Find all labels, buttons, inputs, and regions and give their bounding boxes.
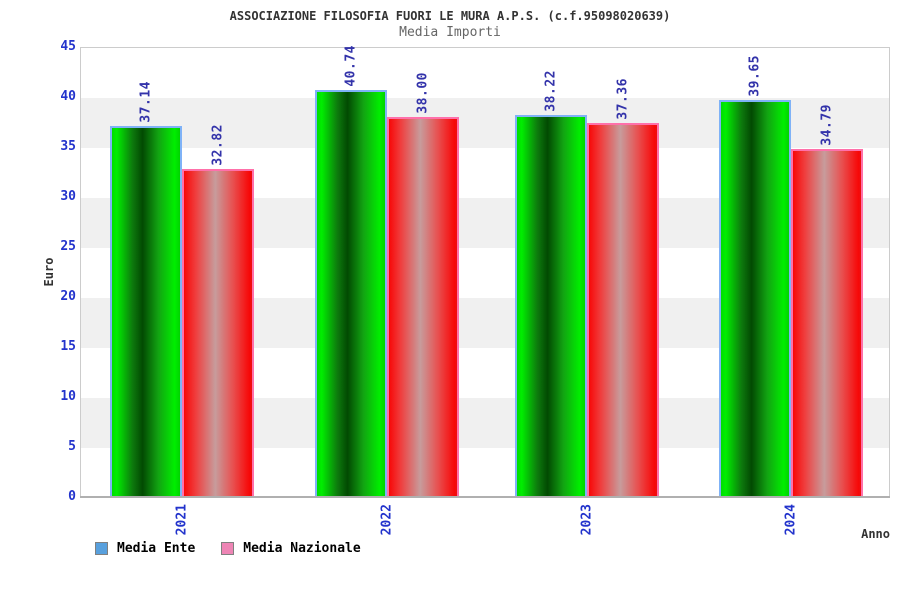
bar-value-label: 32.82: [210, 124, 226, 166]
x-category-label-2024: 2024: [783, 504, 799, 536]
y-tick-15: 15: [60, 339, 76, 354]
bar-media-nazionale-2021: 32.82: [182, 124, 254, 497]
bar-value-label: 38.00: [415, 72, 431, 114]
x-category-label-2021: 2021: [174, 504, 190, 536]
bar-value-label: 37.14: [138, 81, 154, 123]
bar-value-label: 37.36: [615, 78, 631, 120]
bar-value-label: 39.65: [747, 55, 763, 97]
y-tick-10: 10: [60, 389, 76, 404]
y-tick-45: 45: [60, 39, 76, 54]
y-tick-25: 25: [60, 239, 76, 254]
y-tick-5: 5: [68, 439, 76, 454]
legend-swatch-icon: [95, 542, 108, 555]
x-category-label-2023: 2023: [579, 504, 595, 536]
chart-title: ASSOCIAZIONE FILOSOFIA FUORI LE MURA A.P…: [229, 9, 671, 23]
legend-item-media-nazionale: Media Nazionale: [221, 541, 361, 556]
bars-layer: 37.14 32.82 40.74 38.00 38.22 37.36 39.65 34.79: [81, 45, 889, 497]
bar-media-ente-2022: 40.74: [315, 45, 387, 497]
y-tick-35: 35: [60, 139, 76, 154]
y-axis-title: Euro: [42, 257, 56, 287]
legend-item-media-ente: Media Ente: [95, 541, 195, 556]
bar-media-ente-2023: 38.22: [515, 70, 587, 497]
legend-label: Media Ente: [117, 541, 196, 556]
y-tick-20: 20: [60, 289, 76, 304]
bar-media-nazionale-2022: 38.00: [387, 72, 459, 497]
bar-value-label: 38.22: [543, 70, 559, 112]
bar-media-ente-2021: 37.14: [110, 81, 182, 497]
bar-media-nazionale-2023: 37.36: [587, 78, 659, 497]
legend: Media Ente Media Nazionale: [95, 541, 361, 556]
y-tick-0: 0: [68, 489, 76, 504]
bar-media-ente-2024: 39.65: [719, 55, 791, 497]
legend-swatch-icon: [221, 542, 235, 555]
x-axis-line: [80, 496, 890, 498]
y-tick-30: 30: [60, 189, 76, 204]
bar-value-label: 40.74: [343, 45, 359, 87]
x-axis-title: Anno: [861, 527, 890, 541]
chart-subtitle: Media Importi: [399, 25, 501, 40]
legend-label: Media Nazionale: [243, 541, 361, 556]
bar-media-nazionale-2024: 34.79: [791, 104, 863, 497]
y-tick-40: 40: [60, 89, 76, 104]
x-category-label-2022: 2022: [379, 504, 395, 536]
bar-value-label: 34.79: [819, 104, 835, 146]
